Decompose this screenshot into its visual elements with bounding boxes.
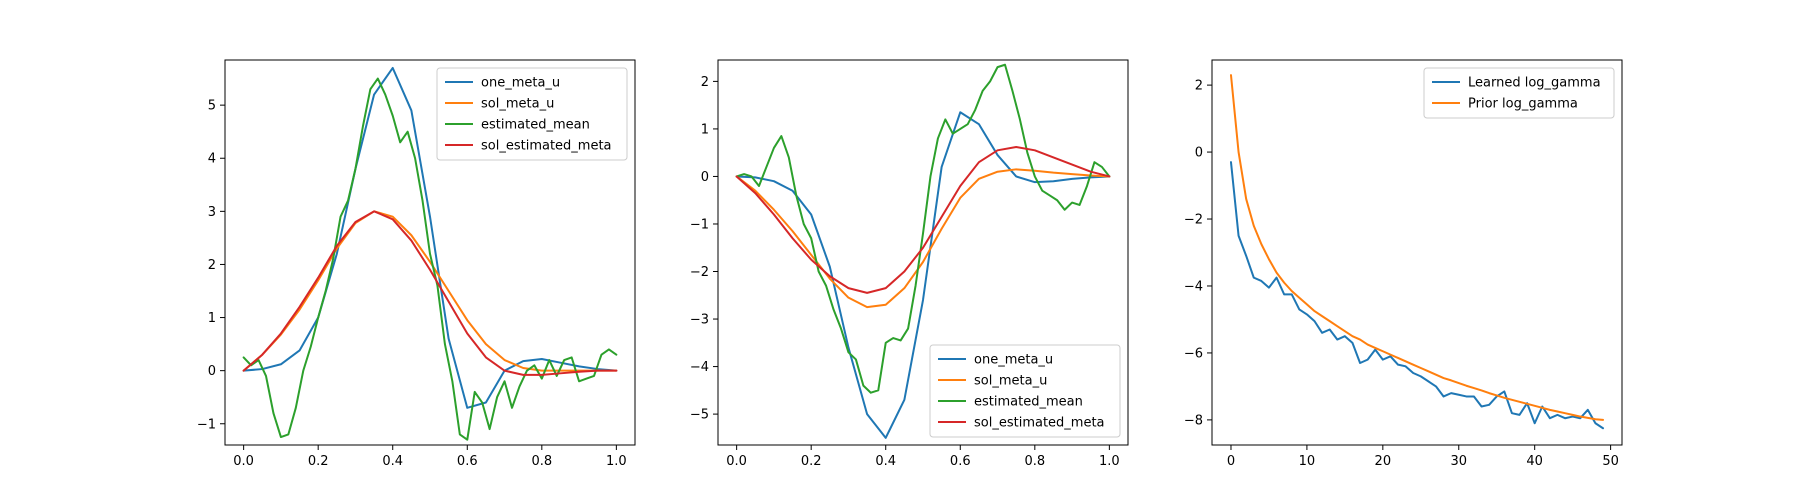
x-tick-label: 0.8 [531,454,552,469]
x-tick-label: 0.6 [950,454,971,469]
y-tick-label: 2 [701,75,709,90]
chart-3: 0 10 20 30 40 50 −8 −6 −4 −2 0 2 Learned log_gamma Pr… [1184,59,1623,469]
y-tick-label: 2 [208,258,216,273]
chart-2: 0.0 0.2 0.4 0.6 0.8 1.0 −5 −4 −3 −2 −1 0 1 2 one_meta_… [690,59,1129,469]
series-line-estimated-mean [735,63,1111,394]
axes-frame [224,59,636,446]
y-tick-label: 0 [701,170,709,185]
legend-label: sol_estimated_meta [974,416,1105,431]
legend-label: sol_estimated_meta [481,139,612,154]
legend-label: Prior log_gamma [1468,97,1578,112]
legend-box [929,344,1121,438]
axes-frame [1211,59,1623,446]
legend-label: estimated_mean [974,395,1083,410]
legend: one_meta_u sol_meta_u estimated_mean sol_es… [436,67,628,161]
y-tick-label: 0 [1195,146,1203,161]
x-tick-label: 50 [1602,454,1619,469]
y-tick-label: 3 [208,205,216,220]
legend-label: estimated_mean [481,118,590,133]
legend-label: one_meta_u [481,76,560,91]
legend-label: one_meta_u [974,353,1053,368]
y-tick-label: 0 [208,364,216,379]
x-tick-label: 1.0 [1099,454,1120,469]
series-line-one-meta-u [735,111,1111,439]
y-tick-label: 5 [208,99,216,114]
y-tick-label: 4 [208,152,216,167]
series-line-one-meta-u [242,66,618,409]
legend-label: sol_meta_u [481,97,554,112]
x-tick-label: 0.8 [1024,454,1045,469]
x-tick-label: 0 [1227,454,1235,469]
x-tick-label: 0.2 [308,454,329,469]
y-tick-label: −6 [1184,346,1203,361]
x-tick-label: 40 [1526,454,1543,469]
y-tick-label: −4 [690,360,709,375]
y-tick-label: −8 [1184,413,1203,428]
y-tick-label: −1 [690,217,709,232]
x-tick-label: 30 [1450,454,1467,469]
x-tick-label: 0.6 [457,454,478,469]
series-line-sol-estimated-meta [735,145,1111,294]
x-tick-label: 0.4 [875,454,896,469]
x-tick-label: 0.0 [726,454,747,469]
y-tick-label: −5 [690,408,709,423]
series-line-sol-estimated-meta [242,210,618,376]
x-tick-label: 0.2 [801,454,822,469]
x-tick-label: 1.0 [606,454,627,469]
y-tick-label: 1 [208,311,216,326]
legend-label: sol_meta_u [974,374,1047,389]
legend-box [1423,67,1615,119]
axes-frame [717,59,1129,446]
y-tick-label: −4 [1184,279,1203,294]
series-line-prior-log-gamma [1229,74,1605,421]
x-tick-label: 0.0 [233,454,254,469]
y-tick-label: 1 [701,122,709,137]
legend-label: Learned log_gamma [1468,76,1601,91]
x-tick-label: 20 [1375,454,1392,469]
chart-1: 0.0 0.2 0.4 0.6 0.8 1.0 −1 0 1 2 3 4 5 one_meta_u sol_… [197,59,636,469]
y-tick-label: 2 [1195,79,1203,94]
legend-box [436,67,628,161]
y-tick-label: −1 [197,417,216,432]
y-tick-label: −2 [690,265,709,280]
x-tick-label: 0.4 [382,454,403,469]
y-tick-label: −3 [690,313,709,328]
series-line-sol-meta-u [735,168,1111,309]
legend: one_meta_u sol_meta_u estimated_mean sol_es… [929,344,1121,438]
series-line-estimated-mean [242,77,618,441]
legend: Learned log_gamma Prior log_gamma [1423,67,1615,119]
series-line-learned-log-gamma [1229,161,1605,430]
y-tick-label: −2 [1184,213,1203,228]
x-tick-label: 10 [1299,454,1316,469]
